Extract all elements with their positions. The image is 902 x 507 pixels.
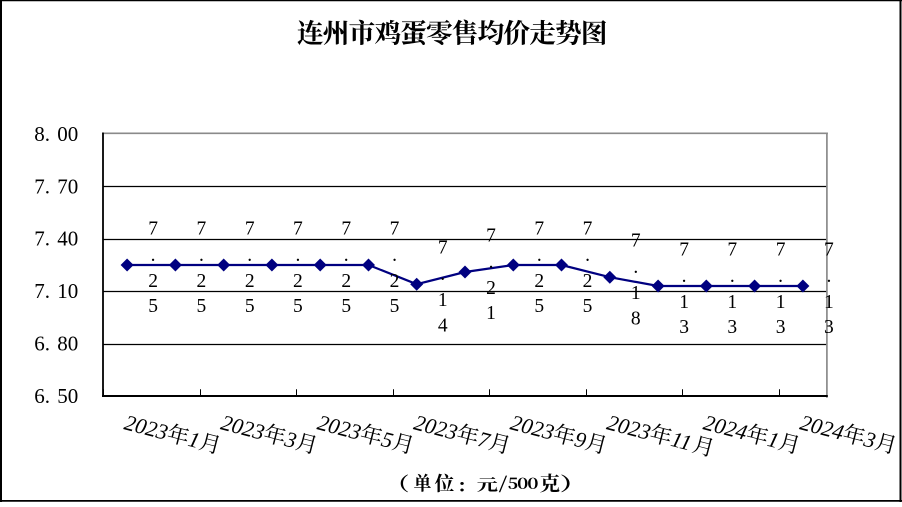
svg-text:1: 1 [727, 292, 737, 313]
svg-text:2: 2 [293, 271, 303, 292]
svg-text:7: 7 [34, 227, 45, 251]
svg-text:.: . [45, 279, 50, 303]
svg-text:7: 7 [631, 231, 641, 252]
svg-text:7: 7 [824, 240, 834, 261]
svg-text:1: 1 [824, 292, 834, 313]
svg-text:.: . [489, 252, 494, 273]
svg-text:.: . [199, 245, 204, 266]
svg-text:1: 1 [776, 292, 786, 313]
svg-text:3: 3 [727, 317, 737, 338]
svg-text:7: 7 [390, 219, 400, 240]
svg-text:3: 3 [824, 317, 834, 338]
svg-text:0: 0 [68, 332, 79, 356]
svg-text:3: 3 [776, 317, 786, 338]
svg-text:5: 5 [197, 296, 207, 317]
svg-text:8: 8 [34, 122, 45, 146]
svg-text:.: . [682, 266, 687, 287]
svg-text:3: 3 [679, 317, 689, 338]
svg-text:7: 7 [34, 174, 45, 198]
svg-text:5: 5 [57, 384, 68, 408]
svg-text:2: 2 [341, 271, 351, 292]
svg-text:5: 5 [341, 296, 351, 317]
svg-text:2: 2 [148, 271, 158, 292]
svg-text:5: 5 [390, 296, 400, 317]
svg-text:6: 6 [34, 332, 45, 356]
svg-text:7: 7 [727, 240, 737, 261]
svg-text:7: 7 [197, 219, 207, 240]
svg-text:7: 7 [583, 219, 593, 240]
svg-text:8: 8 [57, 332, 68, 356]
svg-text:4: 4 [438, 315, 448, 336]
svg-text:.: . [730, 266, 735, 287]
svg-text:5: 5 [534, 296, 544, 317]
svg-text:5: 5 [245, 296, 255, 317]
svg-text:0: 0 [68, 174, 79, 198]
svg-text:.: . [778, 266, 783, 287]
svg-text:5: 5 [148, 296, 158, 317]
svg-text:0: 0 [68, 384, 79, 408]
svg-text:.: . [392, 245, 397, 266]
svg-text:.: . [45, 227, 50, 251]
svg-text:0: 0 [57, 122, 68, 146]
svg-text:.: . [633, 257, 638, 278]
svg-text:6: 6 [34, 384, 45, 408]
svg-text:7: 7 [148, 219, 158, 240]
svg-text:7: 7 [486, 226, 496, 247]
svg-text:5: 5 [583, 296, 593, 317]
svg-text:.: . [440, 264, 445, 285]
svg-text:2: 2 [390, 271, 400, 292]
svg-text:.: . [151, 245, 156, 266]
svg-text:1: 1 [57, 279, 68, 303]
svg-text:8: 8 [631, 308, 641, 329]
svg-text:4: 4 [57, 227, 68, 251]
svg-text:7: 7 [341, 219, 351, 240]
svg-text:2: 2 [583, 271, 593, 292]
svg-text:7: 7 [293, 219, 303, 240]
svg-text:.: . [45, 384, 50, 408]
svg-text:7: 7 [679, 240, 689, 261]
svg-text:7: 7 [57, 174, 68, 198]
svg-text:7: 7 [34, 279, 45, 303]
svg-text:.: . [45, 122, 50, 146]
svg-text:5: 5 [293, 296, 303, 317]
svg-text:0: 0 [68, 122, 79, 146]
svg-text:.: . [826, 266, 831, 287]
svg-text:7: 7 [245, 219, 255, 240]
svg-text:.: . [45, 174, 50, 198]
svg-text:.: . [45, 332, 50, 356]
svg-text:1: 1 [486, 303, 496, 324]
svg-text:7: 7 [438, 238, 448, 259]
svg-text:.: . [247, 245, 252, 266]
svg-text:.: . [585, 245, 590, 266]
svg-text:7: 7 [776, 240, 786, 261]
svg-text:.: . [537, 245, 542, 266]
svg-text:2: 2 [197, 271, 207, 292]
svg-text:2: 2 [534, 271, 544, 292]
svg-text:0: 0 [68, 227, 79, 251]
svg-text:1: 1 [679, 292, 689, 313]
svg-text:.: . [344, 245, 349, 266]
svg-text:1: 1 [438, 290, 448, 311]
svg-text:1: 1 [631, 283, 641, 304]
svg-text:0: 0 [68, 279, 79, 303]
svg-text:.: . [295, 245, 300, 266]
svg-text:2: 2 [486, 278, 496, 299]
svg-text:7: 7 [534, 219, 544, 240]
svg-text:2: 2 [245, 271, 255, 292]
